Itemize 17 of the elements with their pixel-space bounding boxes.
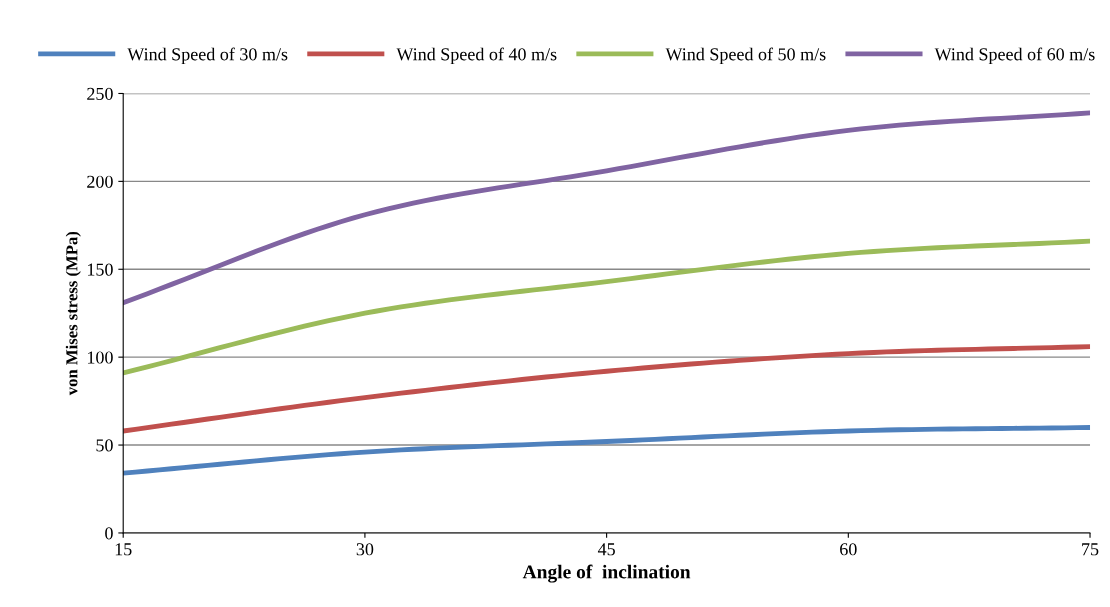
y-tick-label: 0	[105, 527, 113, 540]
legend-label: Wind Speed of 50 m/s	[665, 47, 826, 65]
y-tick-label: 150	[87, 263, 113, 276]
legend-label: Wind Speed of 60 m/s	[934, 47, 1095, 65]
x-tick-label: 60	[840, 543, 857, 556]
x-tick-label: 45	[597, 543, 615, 556]
legend-label: Wind Speed of 40 m/s	[396, 47, 557, 65]
y-tick-label: 200	[87, 175, 113, 188]
x-tick-label: 15	[115, 543, 132, 556]
y-tick-label: 50	[96, 439, 113, 452]
x-axis-title: Angle of inclination	[522, 564, 691, 583]
y-tick-label: 250	[87, 87, 113, 100]
x-tick-label: 30	[356, 543, 374, 556]
x-tick-label: 75	[1082, 543, 1099, 556]
y-axis-title: von Mises stress (MPa)	[65, 231, 81, 396]
legend-label: Wind Speed of 30 m/s	[127, 47, 288, 65]
y-tick-label: 100	[87, 351, 113, 364]
